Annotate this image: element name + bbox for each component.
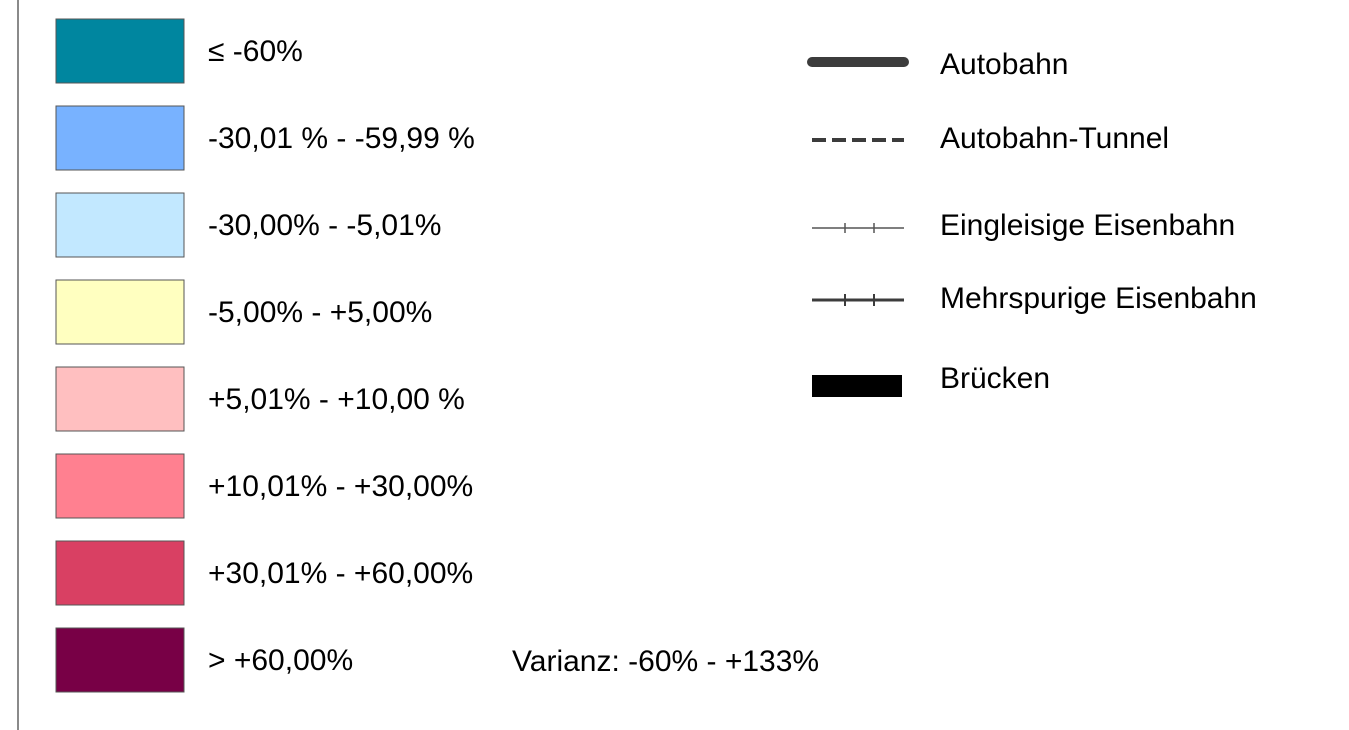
symbol-label: Brücken [940, 362, 1050, 395]
class-swatch [55, 453, 185, 519]
class-swatch [55, 105, 185, 171]
symbol-label: Eingleisige Eisenbahn [940, 209, 1235, 242]
class-label: -5,00% - +5,00% [208, 296, 432, 329]
class-label: > +60,00% [208, 644, 353, 677]
variance-note: Varianz: -60% - +133% [512, 645, 819, 678]
class-label: +10,01% - +30,00% [208, 470, 473, 503]
class-label: ≤ -60% [208, 35, 303, 68]
symbol-label: Mehrspurige Eisenbahn [940, 282, 1257, 315]
rail-multi-symbol [812, 294, 904, 306]
class-label: -30,00% - -5,01% [208, 209, 441, 242]
class-swatch [55, 366, 185, 432]
class-label: +5,01% - +10,00 % [208, 383, 465, 416]
class-label: +30,01% - +60,00% [208, 557, 473, 590]
class-swatch [55, 18, 185, 84]
symbol-label: Autobahn [940, 48, 1068, 81]
class-swatch [55, 192, 185, 258]
class-swatch [55, 279, 185, 345]
symbol-label: Autobahn-Tunnel [940, 122, 1169, 155]
rail-single-symbol [812, 223, 904, 233]
class-swatch [55, 540, 185, 606]
symbols: Autobahn Autobahn-Tunnel Eingleisige Eis… [807, 48, 1257, 397]
bridge-symbol [812, 375, 902, 397]
classes: ≤ -60% -30,01 % - -59,99 % -30,00% - -5,01… [55, 18, 475, 693]
class-swatch [55, 627, 185, 693]
class-label: -30,01 % - -59,99 % [208, 122, 475, 155]
